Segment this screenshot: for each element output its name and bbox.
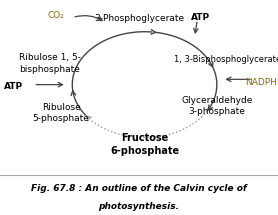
Text: Fructose
6-phosphate: Fructose 6-phosphate (110, 133, 179, 156)
Text: photosynthesis.: photosynthesis. (98, 201, 180, 210)
Text: Ribulose 1, 5-
bisphosphate: Ribulose 1, 5- bisphosphate (19, 53, 81, 74)
Text: Glyceraldehyde
3-phosphate: Glyceraldehyde 3-phosphate (181, 96, 252, 116)
Text: Fig. 67.8 : An outline of the Calvin cycle of: Fig. 67.8 : An outline of the Calvin cyc… (31, 184, 247, 193)
Text: ATP: ATP (191, 13, 210, 22)
Text: Ribulose
5-phosphate: Ribulose 5-phosphate (33, 103, 90, 123)
Text: ATP: ATP (4, 82, 23, 91)
Text: NADPH: NADPH (245, 78, 277, 87)
Text: 3-Phosphoglycerate: 3-Phosphoglycerate (94, 14, 184, 23)
Text: CO₂: CO₂ (47, 11, 64, 20)
Text: 1, 3-Bisphosphoglycerate: 1, 3-Bisphosphoglycerate (174, 55, 278, 64)
